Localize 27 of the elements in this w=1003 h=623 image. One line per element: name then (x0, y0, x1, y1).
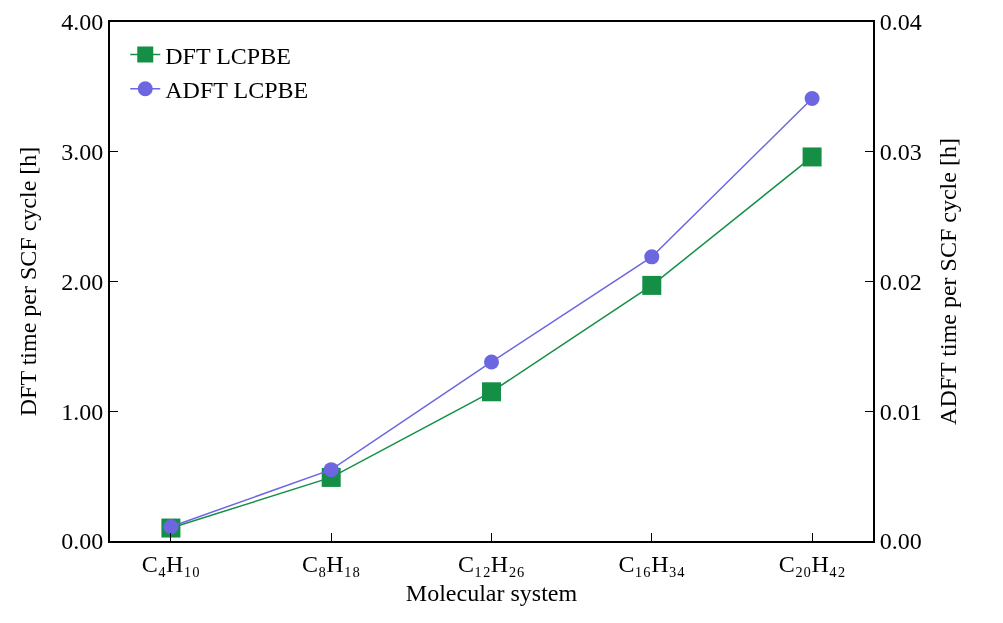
point (804, 91, 820, 107)
y2-tick-label: 0.00 (879, 528, 922, 555)
y-tick-label: 3.00 (61, 139, 104, 166)
point (802, 147, 822, 167)
y-tick-label: 1.00 (61, 398, 104, 425)
y2-tick-label: 0.04 (879, 9, 922, 36)
y-tick-label: 0.00 (61, 528, 104, 555)
point (482, 382, 501, 402)
x-tick-label: C₁₂H₂₆ (458, 550, 525, 577)
point (644, 249, 660, 265)
legend-label: ADFT LCPBE (165, 77, 309, 104)
y-tick-label: 2.00 (61, 268, 104, 295)
point (642, 275, 662, 295)
y2-tick-label: 0.02 (879, 268, 922, 295)
y2-tick-label: 0.03 (879, 139, 922, 166)
x-tick-label: C₈H₁₈ (301, 550, 361, 577)
x-tick-label: C₂₀H₄₂ (778, 550, 846, 577)
y2-axis-title: ADFT time per SCF cycle [h] (934, 138, 961, 425)
y-axis-title: DFT time per SCF cycle [h] (14, 146, 41, 417)
x-tick-label: C₁₆H₃₄ (618, 550, 686, 577)
x-tick-label: C₄H₁₀ (141, 550, 201, 577)
y-tick-label: 4.00 (61, 9, 104, 36)
legend-label: DFT LCPBE (165, 42, 291, 69)
x-axis-title: Molecular system (405, 579, 578, 606)
point (323, 462, 339, 478)
y2-tick-label: 0.01 (879, 398, 922, 425)
point (484, 354, 499, 370)
